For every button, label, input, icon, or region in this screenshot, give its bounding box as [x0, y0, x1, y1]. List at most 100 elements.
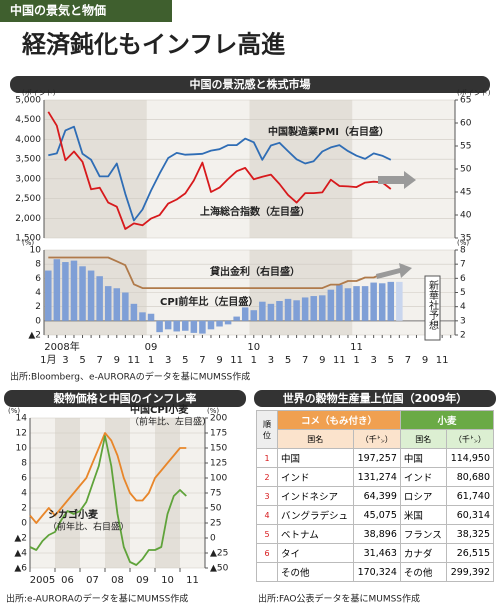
- table-cell: 2: [256, 467, 278, 487]
- table-cell: 38,325: [445, 524, 495, 544]
- y-tick-label: 6: [35, 274, 41, 284]
- x-tick-label: 1月: [40, 354, 56, 366]
- y-tick-label: 5,000: [15, 96, 41, 106]
- table-cell: インドネシア: [277, 486, 354, 506]
- y-tick-label: 2,500: [15, 194, 41, 204]
- bar: [139, 312, 146, 321]
- series-label: 中国CPI小麦: [130, 403, 189, 416]
- bar: [45, 270, 52, 321]
- y2-tick-label: 2: [460, 331, 466, 341]
- series-label: シカゴ小麦: [48, 508, 99, 521]
- table-row: 4 バングラデシュ 45,075 米国 60,314: [256, 505, 495, 525]
- table-cell: 国名: [277, 429, 354, 449]
- section-title: 中国の景況感と株式市場: [190, 77, 311, 91]
- y2-tick-label: 35: [460, 234, 471, 244]
- x-tick-label: 1: [353, 355, 359, 366]
- table-cell: 80,680: [445, 467, 495, 487]
- x-year-label: 09: [145, 342, 158, 353]
- bar: [267, 303, 275, 321]
- x-tick-label: 9: [422, 355, 428, 366]
- bar: [113, 288, 121, 321]
- y2-tick-label: 150: [210, 444, 227, 454]
- table-cell: 64,399: [352, 486, 401, 506]
- table-cell: 60,314: [445, 505, 495, 525]
- bar: [396, 281, 403, 321]
- series-note: （前年比、左目盛）: [130, 416, 211, 428]
- table-cell: 米国: [399, 505, 447, 525]
- table-cell: 197,257: [352, 448, 401, 468]
- y-tick-label: 6: [21, 474, 27, 484]
- table-cell: インド: [399, 467, 447, 487]
- x-tick-label: 08: [111, 575, 124, 586]
- y2-tick-label: 3: [460, 316, 466, 326]
- table-cell: 45,075: [352, 505, 401, 525]
- table-cell: ロシア: [399, 486, 447, 506]
- x-tick-label: 3: [370, 355, 376, 366]
- table-cell: 31,463: [352, 543, 401, 563]
- forecast-arrow: [376, 263, 412, 279]
- bar: [250, 310, 258, 321]
- table-cell: [256, 562, 278, 582]
- y-tick-label: 14: [16, 414, 28, 424]
- table-cell: 1: [256, 448, 278, 468]
- y2-tick-label: ▲50: [210, 564, 229, 574]
- bar: [164, 320, 172, 330]
- section-banner: [4, 390, 246, 407]
- y2-tick-label: 55: [460, 142, 471, 152]
- table-cell: 299,392: [445, 562, 495, 582]
- y-unit: (%): [8, 407, 20, 415]
- y2-tick-label: 200: [210, 414, 227, 424]
- series-label: 貸出金利（右目盛）: [209, 265, 300, 278]
- y2-unit: (%): [457, 239, 469, 247]
- bar: [353, 286, 360, 321]
- x-tick-label: 9: [114, 355, 120, 366]
- bar: [70, 260, 78, 321]
- bar: [233, 316, 240, 321]
- x-tick-label: 2005: [30, 575, 55, 586]
- y2-tick-label: 4: [460, 302, 466, 312]
- source-note: 出所:FAO公表データを基にMUMSS作成: [258, 593, 420, 605]
- table-cell: 5: [256, 524, 278, 544]
- y2-tick-label: 100: [210, 474, 227, 484]
- bar: [378, 283, 386, 321]
- bar: [199, 320, 206, 334]
- section-banner: [254, 390, 496, 407]
- y2-tick-label: 75: [210, 489, 221, 499]
- x-tick-label: 3: [165, 355, 171, 366]
- series-label: 中国製造業PMI（右目盛）: [268, 125, 389, 138]
- bar: [336, 284, 343, 321]
- table-cell: 中国: [399, 448, 447, 468]
- x-tick-label: 11: [333, 355, 346, 366]
- bar: [96, 276, 103, 321]
- y2-tick-label: 65: [460, 96, 471, 106]
- series-line: [48, 125, 392, 222]
- y-tick-label: 12: [16, 429, 27, 439]
- table-cell: その他: [399, 562, 447, 582]
- annotation-box: [424, 275, 441, 341]
- table-cell: 3: [256, 486, 278, 506]
- series-label: CPI前年比（左目盛）: [160, 295, 258, 308]
- y-tick-label: 0: [35, 316, 41, 326]
- x-tick-label: 9: [216, 355, 222, 366]
- bar: [53, 259, 61, 321]
- y2-tick-label: 60: [460, 119, 472, 129]
- table-row: 3 インドネシア 64,399 ロシア 61,740: [256, 486, 495, 506]
- bar: [319, 295, 326, 321]
- bar: [182, 320, 189, 331]
- table-cell: 114,950: [445, 448, 495, 468]
- x-tick-label: 3: [268, 355, 274, 366]
- table-cell: バングラデシュ: [277, 505, 354, 525]
- x-tick-label: 5: [388, 355, 394, 366]
- table-row: 1 中国 197,257 中国 114,950: [256, 448, 495, 468]
- x-tick-label: 5: [79, 355, 85, 366]
- series-line: [29, 432, 187, 524]
- bar: [284, 298, 292, 321]
- bar: [387, 281, 395, 321]
- y2-tick-label: 50: [460, 165, 472, 175]
- bar: [87, 270, 95, 321]
- series-line: [48, 256, 391, 289]
- table-cell: 26,515: [445, 543, 495, 563]
- x-tick-label: 5: [182, 355, 188, 366]
- year-band: [249, 100, 353, 238]
